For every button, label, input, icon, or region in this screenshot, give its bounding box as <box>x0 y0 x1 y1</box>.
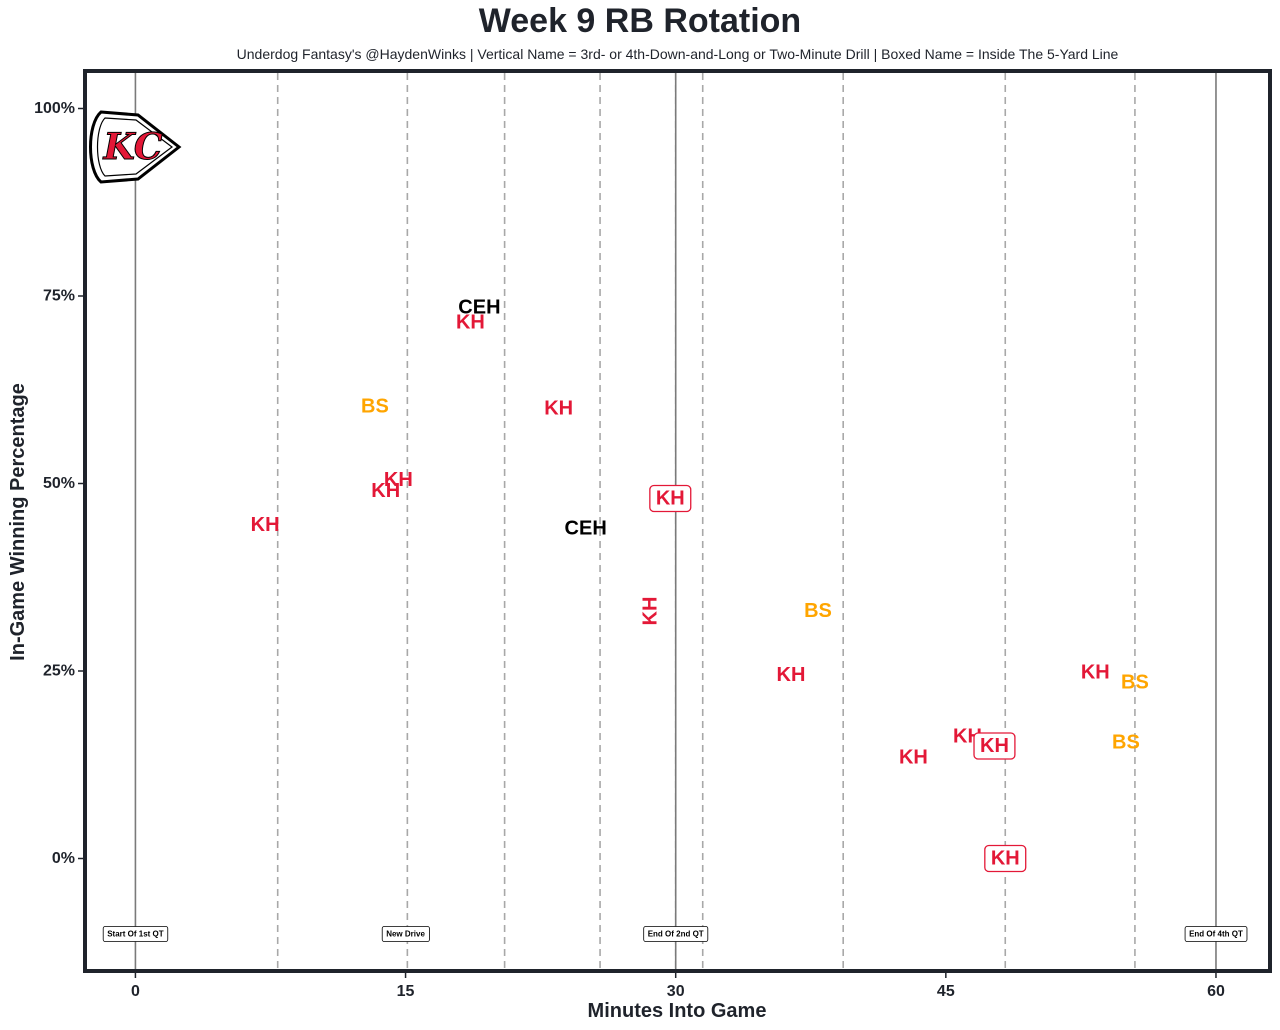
point-kh-9: KH <box>639 597 661 626</box>
annotation-1: New Drive <box>381 926 430 942</box>
point-label: KH <box>639 597 661 626</box>
annotation-box <box>102 926 169 942</box>
annotation-box <box>381 926 430 942</box>
point-bs-18: BS <box>1112 731 1140 753</box>
point-box <box>649 484 692 513</box>
y-tick-label: 100% <box>34 100 75 117</box>
point-label: CEH <box>458 296 500 318</box>
x-tick-label: 15 <box>397 983 415 1000</box>
annotation-label: End Of 4th QT <box>1189 930 1243 939</box>
y-tick-label: 75% <box>43 288 75 305</box>
point-label: BS <box>361 395 389 417</box>
point-ceh-7: CEH <box>565 518 607 540</box>
point-kh-8: KH <box>649 484 692 513</box>
svg-text:KC: KC <box>103 126 163 168</box>
point-label: KH <box>251 514 280 536</box>
x-tick-label: 60 <box>1207 983 1225 1000</box>
point-bs-10: BS <box>804 600 832 622</box>
point-label: KH <box>656 488 685 510</box>
y-tick-label: 0% <box>52 850 75 867</box>
drive-lines <box>134 73 1217 969</box>
point-box <box>973 732 1016 760</box>
x-tick-label: 0 <box>131 983 140 1000</box>
annotation-box <box>1184 926 1248 942</box>
point-bs-17: BS <box>1121 671 1149 693</box>
point-kh-12: KH <box>899 746 928 768</box>
point-label: BS <box>804 600 832 622</box>
point-label: KH <box>384 469 413 491</box>
chiefs-logo: KC <box>89 110 182 184</box>
chart-title: Week 9 RB Rotation <box>478 2 802 40</box>
annotation-0: Start Of 1st QT <box>102 926 169 942</box>
point-kh-0: KH <box>251 514 280 536</box>
x-tick-label: 30 <box>667 983 685 1000</box>
point-label: KH <box>1081 662 1110 684</box>
point-kh-1: KH <box>371 480 400 502</box>
point-label: KH <box>980 735 1009 757</box>
point-label: KH <box>456 311 485 333</box>
annotation-label: Start Of 1st QT <box>107 930 164 939</box>
axes: 0 15 30 45 60 0% 25% 50% 75% 100% <box>34 100 1225 1000</box>
point-kh-11: KH <box>777 664 806 686</box>
point-label: KH <box>777 664 806 686</box>
point-label: KH <box>991 848 1020 870</box>
point-kh-15: KH <box>984 844 1027 873</box>
point-label: KH <box>544 398 573 420</box>
point-ceh-4: CEH <box>458 296 500 318</box>
annotation-label: New Drive <box>386 930 425 939</box>
point-kh-16: KH <box>1081 662 1110 684</box>
point-box <box>984 844 1027 873</box>
annotation-2: End Of 2nd QT <box>643 926 709 942</box>
chart-subtitle: Underdog Fantasy's @HaydenWinks | Vertic… <box>236 46 1119 62</box>
y-axis-title: In-Game Winning Percentage <box>7 383 29 661</box>
point-label: CEH <box>565 518 607 540</box>
x-tick-label: 45 <box>937 983 955 1000</box>
quarter-annotations: Start Of 1st QT New Drive End Of 2nd QT End… <box>102 926 1248 942</box>
point-kh-6: KH <box>544 398 573 420</box>
plot-frame <box>83 69 1272 973</box>
point-kh-5: KH <box>456 311 485 333</box>
annotation-3: End Of 4th QT <box>1184 926 1248 942</box>
x-axis-title: Minutes Into Game <box>588 1000 767 1022</box>
annotation-label: End Of 2nd QT <box>648 930 704 939</box>
point-bs-3: BS <box>361 395 389 417</box>
point-kh-14: KH <box>973 732 1016 760</box>
point-label: KH <box>371 480 400 502</box>
y-tick-label: 50% <box>43 475 75 492</box>
point-label: KH <box>899 746 928 768</box>
point-label: BS <box>1112 731 1140 753</box>
point-kh-2: KH <box>384 469 413 491</box>
annotation-box <box>643 926 709 942</box>
point-label: BS <box>1121 671 1149 693</box>
y-tick-label: 25% <box>43 663 75 680</box>
